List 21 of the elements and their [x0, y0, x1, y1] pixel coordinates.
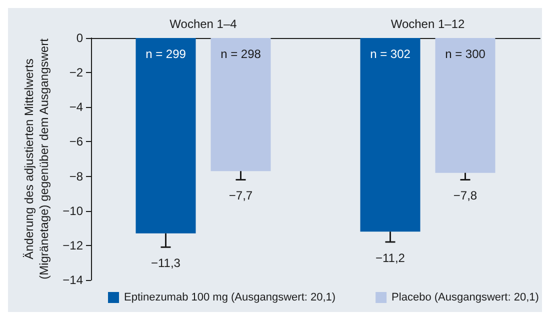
y-tick-label: −10	[62, 204, 84, 218]
data-label: −11,2	[376, 250, 406, 265]
annotation: n = 300	[445, 47, 486, 61]
y-tick-label: −2	[69, 66, 84, 80]
legend-label: Placebo (Ausgangswert: 20,1)	[392, 292, 539, 304]
annotation: n = 298	[220, 47, 262, 61]
y-tick-label: 0	[76, 31, 84, 45]
x-tick-label: Wochen 1–4	[170, 17, 238, 31]
data-label: −11,3	[151, 256, 181, 270]
data-label: −7,8	[453, 188, 478, 203]
y-tick-label: −8	[69, 169, 84, 184]
y-tick-label: −4	[69, 100, 84, 114]
annotation: n = 302	[370, 47, 411, 61]
y-tick-label: −12	[62, 238, 84, 252]
x-tick-label: Wochen 1–12	[390, 17, 465, 31]
data-label: −7,7	[228, 188, 253, 203]
y-tick-label: −6	[69, 134, 84, 149]
y-axis-title: Änderung des adjustierten Mittelwerts (Migränetage) gegenüber dem Ausgangswert	[22, 38, 52, 280]
y-tick-label: −14	[62, 273, 84, 287]
legend-label: Eptinezumab 100 mg (Ausgangswert: 20,1)	[124, 292, 336, 304]
annotation: n = 299	[146, 47, 186, 61]
